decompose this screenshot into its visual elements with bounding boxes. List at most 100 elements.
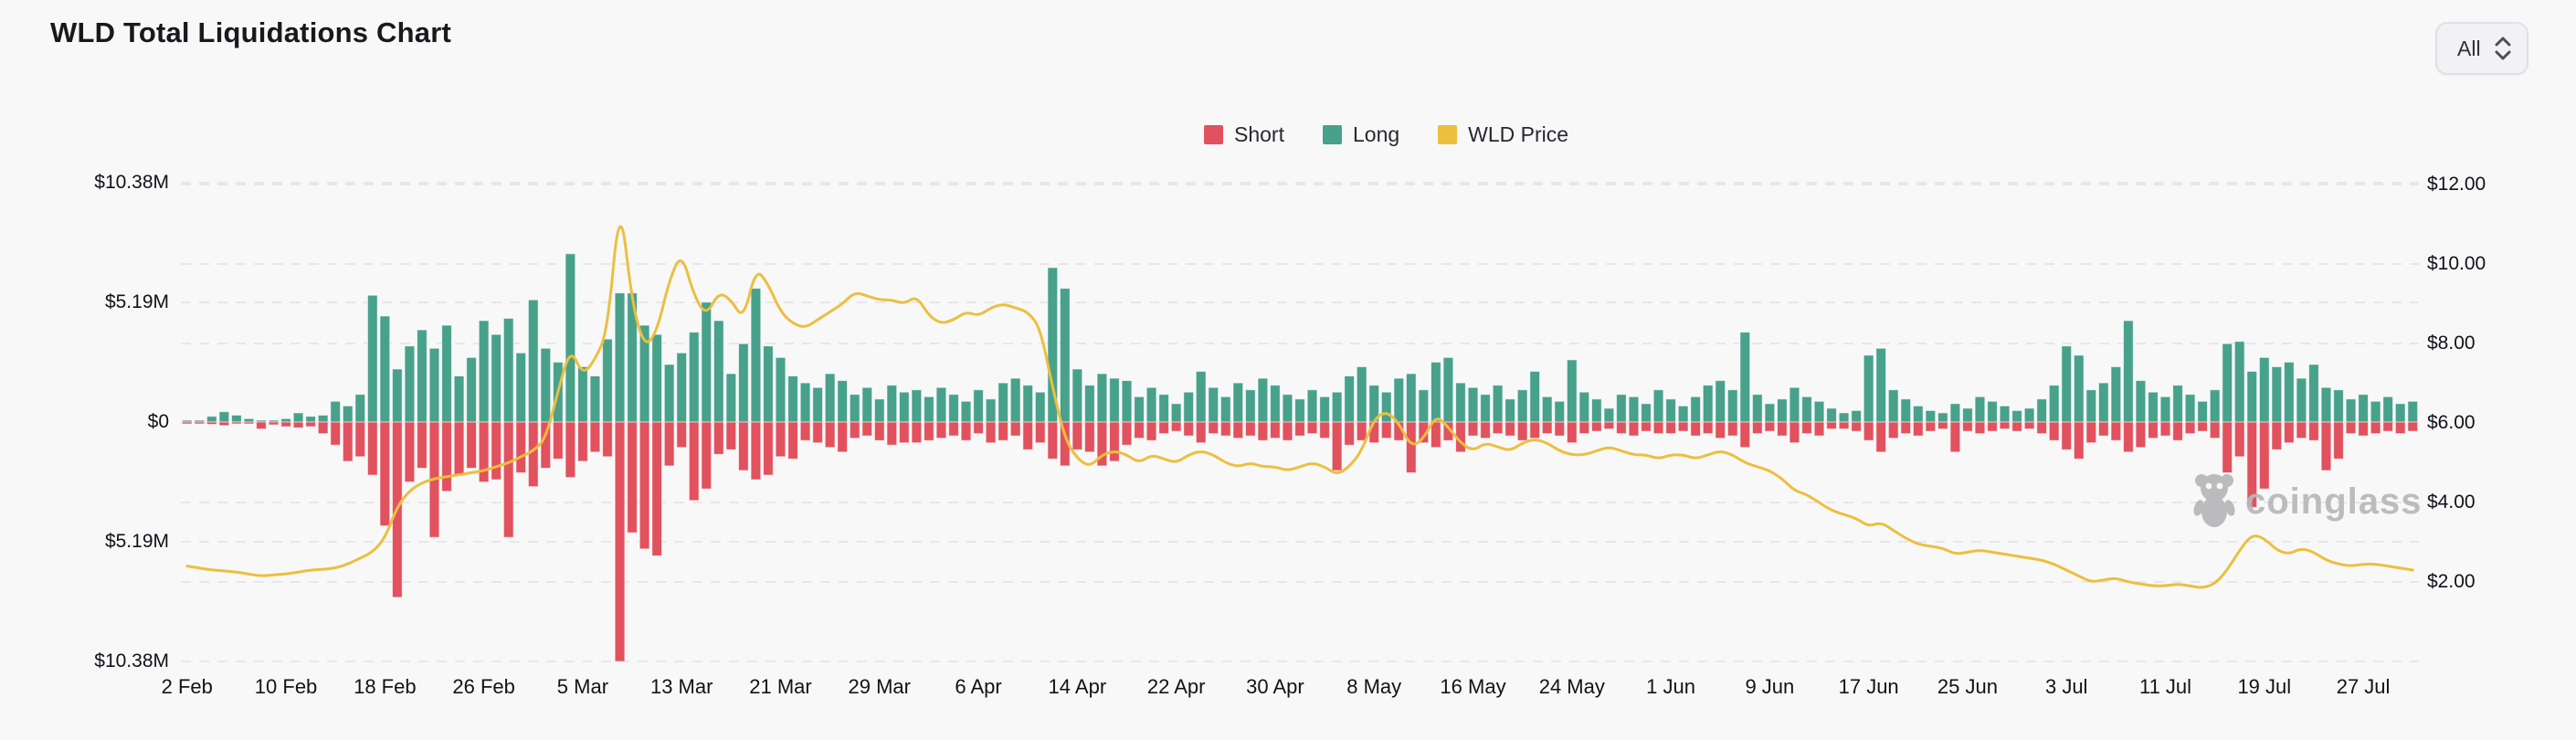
short-liquidation-bar[interactable] bbox=[651, 421, 663, 556]
short-liquidation-bar[interactable] bbox=[1072, 421, 1083, 450]
short-liquidation-bar[interactable] bbox=[206, 421, 217, 426]
short-liquidation-bar[interactable] bbox=[1009, 421, 1021, 437]
long-liquidation-bar[interactable] bbox=[392, 368, 403, 423]
long-liquidation-bar[interactable] bbox=[292, 412, 304, 423]
long-liquidation-bar[interactable] bbox=[2135, 380, 2147, 423]
long-liquidation-bar[interactable] bbox=[799, 382, 811, 423]
long-liquidation-bar[interactable] bbox=[2036, 398, 2048, 423]
short-liquidation-bar[interactable] bbox=[292, 421, 304, 428]
short-liquidation-bar[interactable] bbox=[2345, 421, 2357, 435]
long-liquidation-bar[interactable] bbox=[1999, 405, 2011, 423]
long-liquidation-bar[interactable] bbox=[441, 324, 452, 423]
short-liquidation-bar[interactable] bbox=[1900, 421, 1912, 435]
short-liquidation-bar[interactable] bbox=[1616, 421, 1627, 435]
short-liquidation-bar[interactable] bbox=[898, 421, 910, 444]
long-liquidation-bar[interactable] bbox=[330, 400, 342, 423]
short-liquidation-bar[interactable] bbox=[688, 421, 700, 502]
long-liquidation-bar[interactable] bbox=[873, 398, 885, 423]
short-liquidation-bar[interactable] bbox=[1777, 421, 1788, 437]
long-liquidation-bar[interactable] bbox=[1257, 377, 1269, 423]
short-liquidation-bar[interactable] bbox=[491, 421, 502, 481]
long-liquidation-bar[interactable] bbox=[2271, 365, 2283, 423]
long-liquidation-bar[interactable] bbox=[478, 320, 490, 423]
short-liquidation-bar[interactable] bbox=[1467, 421, 1479, 437]
long-liquidation-bar[interactable] bbox=[1294, 398, 1305, 423]
long-liquidation-bar[interactable] bbox=[1405, 373, 1417, 423]
long-liquidation-bar[interactable] bbox=[1344, 375, 1356, 423]
short-liquidation-bar[interactable] bbox=[1257, 421, 1269, 441]
short-liquidation-bar[interactable] bbox=[1603, 421, 1615, 430]
long-liquidation-bar[interactable] bbox=[2296, 377, 2307, 423]
short-liquidation-bar[interactable] bbox=[1405, 421, 1417, 474]
short-liquidation-bar[interactable] bbox=[1726, 421, 1738, 437]
short-liquidation-bar[interactable] bbox=[589, 421, 601, 453]
short-liquidation-bar[interactable] bbox=[1418, 421, 1430, 444]
short-liquidation-bar[interactable] bbox=[1034, 421, 1046, 444]
short-liquidation-bar[interactable] bbox=[2308, 421, 2319, 441]
short-liquidation-bar[interactable] bbox=[1480, 421, 1491, 439]
short-liquidation-bar[interactable] bbox=[2048, 421, 2060, 441]
short-liquidation-bar[interactable] bbox=[2246, 421, 2258, 508]
short-liquidation-bar[interactable] bbox=[1851, 421, 1862, 432]
long-liquidation-bar[interactable] bbox=[1566, 359, 1578, 423]
short-liquidation-bar[interactable] bbox=[1145, 421, 1157, 441]
time-range-select[interactable]: All bbox=[2435, 22, 2528, 75]
short-liquidation-bar[interactable] bbox=[973, 421, 984, 435]
long-liquidation-bar[interactable] bbox=[676, 352, 688, 423]
short-liquidation-bar[interactable] bbox=[268, 421, 280, 426]
short-liquidation-bar[interactable] bbox=[1677, 421, 1689, 432]
long-liquidation-bar[interactable] bbox=[1616, 394, 1627, 423]
long-liquidation-bar[interactable] bbox=[1652, 389, 1664, 423]
long-liquidation-bar[interactable] bbox=[701, 301, 713, 423]
short-liquidation-bar[interactable] bbox=[639, 421, 650, 550]
long-liquidation-bar[interactable] bbox=[1937, 412, 1948, 423]
long-liquidation-bar[interactable] bbox=[280, 418, 291, 423]
long-liquidation-bar[interactable] bbox=[1134, 396, 1145, 423]
long-liquidation-bar[interactable] bbox=[1516, 389, 1528, 423]
long-liquidation-bar[interactable] bbox=[1356, 365, 1367, 423]
short-liquidation-bar[interactable] bbox=[2320, 421, 2332, 471]
short-liquidation-bar[interactable] bbox=[2184, 421, 2196, 435]
short-liquidation-bar[interactable] bbox=[1380, 421, 1392, 439]
short-liquidation-bar[interactable] bbox=[1208, 421, 1219, 435]
long-liquidation-bar[interactable] bbox=[2123, 320, 2134, 423]
long-liquidation-bar[interactable] bbox=[1219, 396, 1231, 423]
short-liquidation-bar[interactable] bbox=[602, 421, 613, 458]
short-liquidation-bar[interactable] bbox=[231, 421, 242, 425]
short-liquidation-bar[interactable] bbox=[627, 421, 638, 534]
short-liquidation-bar[interactable] bbox=[614, 421, 626, 662]
long-liquidation-bar[interactable] bbox=[924, 396, 934, 423]
long-liquidation-bar[interactable] bbox=[502, 317, 514, 423]
long-liquidation-bar[interactable] bbox=[1838, 412, 1850, 423]
long-liquidation-bar[interactable] bbox=[2407, 400, 2419, 423]
short-liquidation-bar[interactable] bbox=[527, 421, 539, 488]
long-liquidation-bar[interactable] bbox=[2246, 370, 2258, 423]
long-liquidation-bar[interactable] bbox=[1962, 407, 1973, 423]
short-liquidation-bar[interactable] bbox=[1962, 421, 1973, 432]
short-liquidation-bar[interactable] bbox=[960, 421, 972, 441]
long-liquidation-bar[interactable] bbox=[2197, 400, 2208, 423]
short-liquidation-bar[interactable] bbox=[2233, 421, 2245, 458]
short-liquidation-bar[interactable] bbox=[2135, 421, 2147, 449]
short-liquidation-bar[interactable] bbox=[763, 421, 774, 476]
long-liquidation-bar[interactable] bbox=[231, 414, 242, 423]
long-liquidation-bar[interactable] bbox=[1974, 396, 1986, 423]
legend-item-wld-price[interactable]: WLD Price bbox=[1438, 122, 1568, 147]
long-liquidation-bar[interactable] bbox=[1393, 377, 1405, 423]
short-liquidation-bar[interactable] bbox=[1529, 421, 1541, 439]
short-liquidation-bar[interactable] bbox=[676, 421, 688, 449]
short-liquidation-bar[interactable] bbox=[2222, 421, 2233, 474]
long-liquidation-bar[interactable] bbox=[898, 391, 910, 423]
short-liquidation-bar[interactable] bbox=[1219, 421, 1231, 437]
long-liquidation-bar[interactable] bbox=[787, 375, 798, 423]
short-liquidation-bar[interactable] bbox=[1368, 421, 1380, 444]
short-liquidation-bar[interactable] bbox=[837, 421, 849, 453]
short-liquidation-bar[interactable] bbox=[441, 421, 452, 492]
long-liquidation-bar[interactable] bbox=[2073, 354, 2085, 423]
long-liquidation-bar[interactable] bbox=[1677, 405, 1689, 423]
short-liquidation-bar[interactable] bbox=[1516, 421, 1528, 441]
long-liquidation-bar[interactable] bbox=[2382, 396, 2394, 423]
short-liquidation-bar[interactable] bbox=[1937, 421, 1948, 430]
short-liquidation-bar[interactable] bbox=[1628, 421, 1640, 437]
long-liquidation-bar[interactable] bbox=[1319, 396, 1330, 423]
